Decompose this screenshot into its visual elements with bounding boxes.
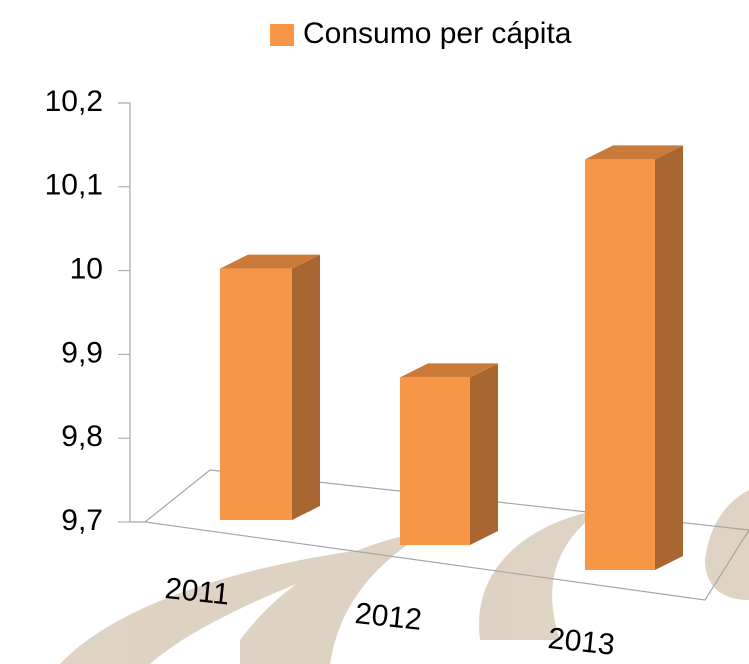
bar-front: [585, 159, 655, 570]
x-tick-label: 2011: [163, 572, 231, 612]
bar-front: [400, 377, 470, 545]
bar-side: [470, 363, 498, 545]
bar-top: [400, 363, 498, 378]
y-tick-label: 10,2: [45, 85, 103, 118]
background-decoration: [60, 490, 749, 664]
y-tick-label: 9,7: [61, 504, 103, 537]
y-tick-label: 9,8: [61, 420, 103, 453]
y-axis-line: [118, 102, 145, 523]
bar-top: [585, 145, 683, 160]
bar-front: [220, 268, 292, 520]
bar: [585, 145, 683, 570]
y-tick-label: 10: [70, 253, 103, 286]
bar-side: [292, 254, 320, 520]
bar-top: [220, 254, 320, 269]
x-tick-label: 2012: [353, 597, 423, 637]
legend-label: Consumo per cápita: [303, 17, 572, 50]
y-tick-label: 10,1: [45, 169, 103, 202]
floor: [143, 469, 749, 601]
x-tick-label: 2013: [546, 622, 616, 662]
bar: [220, 254, 320, 520]
bar: [400, 363, 498, 545]
y-tick-label: 9,9: [61, 336, 103, 369]
bar-side: [655, 145, 683, 570]
legend-swatch: [270, 24, 294, 46]
